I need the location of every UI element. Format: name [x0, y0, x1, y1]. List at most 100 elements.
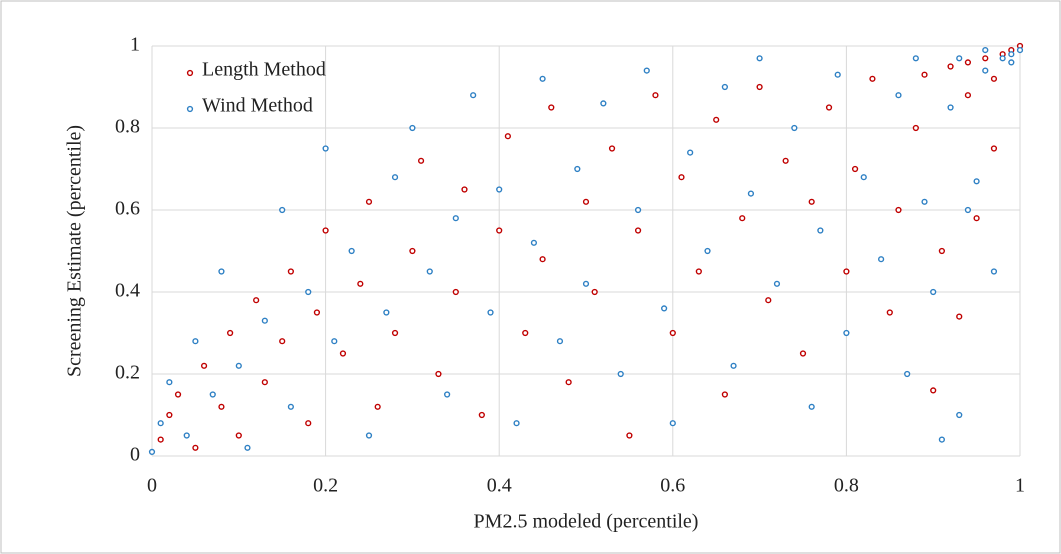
- point: [496, 227, 503, 234]
- point: [539, 75, 546, 82]
- point: [409, 247, 416, 255]
- point: [148, 448, 156, 456]
- point: [973, 178, 980, 185]
- point: [747, 190, 755, 197]
- point: [1008, 51, 1015, 58]
- x-tick-label: 0.8: [834, 475, 859, 497]
- point: [565, 379, 572, 386]
- point: [739, 215, 746, 222]
- point: [860, 174, 867, 181]
- point: [374, 403, 381, 410]
- point: [478, 411, 485, 419]
- point: [982, 55, 989, 62]
- point: [930, 288, 937, 296]
- point: [383, 309, 390, 316]
- point: [678, 174, 685, 181]
- point: [886, 309, 893, 316]
- point: [487, 309, 494, 316]
- point: [157, 420, 164, 427]
- point: [947, 104, 954, 111]
- point: [574, 165, 581, 173]
- point: [339, 350, 347, 357]
- point: [721, 391, 728, 398]
- point: [834, 71, 841, 78]
- point: [305, 288, 312, 296]
- point: [730, 362, 737, 369]
- point: [279, 338, 286, 345]
- point: [470, 92, 477, 99]
- point: [582, 280, 590, 287]
- point: [956, 313, 963, 320]
- point: [417, 157, 425, 164]
- point: [461, 186, 468, 193]
- point: [912, 124, 919, 132]
- point: [391, 174, 399, 181]
- point: [235, 432, 242, 439]
- point: [921, 71, 928, 78]
- point: [964, 59, 972, 66]
- point: [652, 92, 659, 99]
- point: [305, 420, 312, 427]
- point: [426, 268, 433, 275]
- point: [704, 247, 711, 255]
- point: [938, 436, 945, 443]
- point: [956, 411, 963, 419]
- point: [435, 370, 442, 378]
- point: [452, 288, 459, 296]
- point: [990, 268, 998, 275]
- point: [287, 403, 294, 410]
- point: [843, 329, 850, 337]
- point: [391, 329, 399, 337]
- point: [452, 215, 459, 222]
- point: [938, 247, 945, 255]
- point: [1008, 59, 1015, 66]
- point: [982, 67, 989, 74]
- point: [817, 227, 824, 234]
- point: [973, 215, 980, 222]
- point: [947, 63, 954, 70]
- point: [591, 288, 598, 296]
- point: [999, 55, 1006, 62]
- point: [661, 305, 668, 312]
- point: [756, 83, 763, 91]
- point: [166, 411, 173, 419]
- point: [218, 403, 225, 410]
- y-tick-label: 0.6: [115, 198, 140, 220]
- legend-marker: [186, 105, 194, 113]
- x-tick-label: 0.6: [660, 475, 685, 497]
- point: [626, 432, 633, 439]
- point: [313, 309, 321, 316]
- point: [687, 149, 694, 156]
- point: [695, 268, 702, 275]
- point: [773, 280, 781, 287]
- point: [600, 100, 607, 107]
- point: [643, 67, 650, 74]
- point: [990, 145, 998, 152]
- y-axis-label: Screening Estimate (percentile): [64, 125, 86, 377]
- point: [556, 338, 564, 345]
- point: [322, 145, 329, 152]
- legend-label: Wind Method: [202, 95, 313, 117]
- point: [261, 379, 268, 386]
- y-tick-label: 0.4: [115, 280, 140, 302]
- point: [253, 297, 260, 304]
- y-tick-label: 0: [130, 444, 140, 466]
- point: [357, 280, 364, 287]
- point: [990, 75, 998, 82]
- point: [808, 403, 815, 410]
- point: [183, 432, 190, 439]
- point: [964, 92, 972, 99]
- point: [956, 55, 963, 62]
- point: [496, 186, 503, 193]
- point: [930, 387, 937, 394]
- point: [513, 420, 520, 427]
- point: [669, 329, 676, 337]
- labels: 0 0.2 0.4 0.6 0.8 1 0 0.2 0.4 0.6 0.8 1 Length Metho…: [115, 34, 1025, 497]
- point: [192, 444, 199, 451]
- point: [539, 256, 546, 263]
- point: [765, 297, 772, 304]
- point: [348, 247, 355, 255]
- y-tick-label: 0.8: [115, 116, 140, 138]
